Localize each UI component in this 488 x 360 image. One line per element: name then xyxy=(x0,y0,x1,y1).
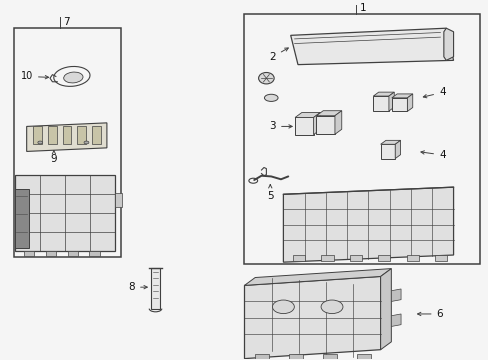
Polygon shape xyxy=(388,92,393,111)
Text: 6: 6 xyxy=(417,309,442,319)
Polygon shape xyxy=(316,111,341,116)
Polygon shape xyxy=(283,187,453,262)
Polygon shape xyxy=(380,140,400,144)
Ellipse shape xyxy=(264,94,278,102)
Bar xyxy=(357,354,370,360)
Text: 4: 4 xyxy=(423,87,445,98)
Text: 9: 9 xyxy=(50,150,57,163)
Ellipse shape xyxy=(63,72,83,83)
Bar xyxy=(434,255,446,261)
Polygon shape xyxy=(380,269,390,350)
Ellipse shape xyxy=(272,300,294,314)
Polygon shape xyxy=(390,289,400,301)
Bar xyxy=(15,189,29,248)
Text: 2: 2 xyxy=(269,48,288,62)
Bar xyxy=(255,354,268,360)
Ellipse shape xyxy=(38,141,42,144)
Polygon shape xyxy=(443,28,453,60)
Bar xyxy=(323,354,336,360)
Bar xyxy=(377,255,389,261)
Bar xyxy=(33,126,42,144)
Text: 4: 4 xyxy=(420,150,445,160)
Polygon shape xyxy=(380,144,394,158)
Ellipse shape xyxy=(258,72,274,84)
Polygon shape xyxy=(394,140,400,158)
Text: 3: 3 xyxy=(269,121,291,131)
Polygon shape xyxy=(390,314,400,327)
Bar xyxy=(288,354,302,360)
Ellipse shape xyxy=(321,300,342,314)
Bar xyxy=(14,28,120,257)
Bar xyxy=(151,267,160,309)
Polygon shape xyxy=(391,98,407,112)
Polygon shape xyxy=(244,269,390,285)
Bar xyxy=(48,126,57,144)
Bar xyxy=(45,251,56,256)
Ellipse shape xyxy=(84,141,89,144)
Bar xyxy=(292,255,305,261)
Text: 7: 7 xyxy=(63,17,70,27)
Text: 10: 10 xyxy=(20,71,48,81)
Polygon shape xyxy=(294,112,320,117)
Polygon shape xyxy=(407,94,412,112)
Text: 5: 5 xyxy=(266,185,273,201)
Text: 1: 1 xyxy=(359,3,366,13)
Polygon shape xyxy=(294,117,313,135)
Bar xyxy=(24,251,34,256)
Bar xyxy=(62,126,71,144)
Bar xyxy=(321,255,333,261)
Polygon shape xyxy=(316,116,334,134)
Polygon shape xyxy=(244,276,380,359)
Bar xyxy=(244,14,479,264)
Bar xyxy=(349,255,361,261)
Polygon shape xyxy=(290,28,453,65)
Bar xyxy=(406,255,418,261)
Bar xyxy=(67,251,78,256)
Polygon shape xyxy=(334,111,341,134)
Polygon shape xyxy=(313,112,320,135)
Polygon shape xyxy=(27,123,107,152)
Polygon shape xyxy=(15,175,115,251)
Bar xyxy=(115,193,122,207)
Text: 8: 8 xyxy=(128,282,147,292)
Polygon shape xyxy=(372,92,393,96)
Polygon shape xyxy=(391,94,412,98)
Bar xyxy=(89,251,100,256)
Polygon shape xyxy=(372,96,388,111)
Bar xyxy=(92,126,101,144)
Bar xyxy=(77,126,86,144)
